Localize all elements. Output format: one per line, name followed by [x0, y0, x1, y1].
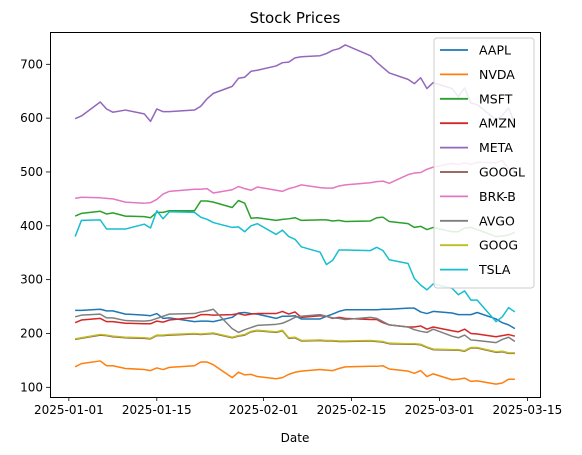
legend-label: NVDA — [479, 67, 515, 82]
series-line-goog — [75, 329, 515, 354]
x-tick-label: 2025-01-15 — [122, 403, 192, 417]
legend-box — [433, 37, 535, 289]
legend-label: GOOGL — [479, 165, 525, 180]
y-tick-label: 200 — [20, 326, 43, 340]
x-tick-label: 2025-02-15 — [317, 403, 387, 417]
y-axis: 100 200 300 400 500 600 700 — [20, 57, 50, 394]
legend-label: BRK-B — [479, 189, 516, 204]
x-tick-label: 2025-03-15 — [493, 403, 563, 417]
series-line-amzn — [74, 310, 516, 338]
y-tick-label: 300 — [20, 273, 43, 287]
x-tick-label: 2025-01-01 — [34, 403, 104, 417]
legend-label: TSLA — [478, 262, 511, 277]
x-tick-label: 2025-02-01 — [229, 403, 299, 417]
y-tick-label: 500 — [20, 165, 43, 179]
y-tick-label: 400 — [20, 219, 43, 233]
series-line-nvda — [74, 360, 515, 385]
series-line-avgo — [74, 308, 516, 344]
y-tick-label: 600 — [20, 111, 43, 125]
legend-label: AAPL — [479, 43, 511, 58]
y-tick-label: 100 — [20, 380, 43, 394]
x-axis-label: Date — [281, 431, 310, 445]
legend-label: META — [479, 140, 513, 155]
legend-label: GOOG — [479, 238, 518, 253]
x-tick-label: 2025-03-01 — [405, 403, 475, 417]
x-axis: 2025-01-01 2025-01-15 2025-02-01 2025-02-15… — [34, 397, 562, 417]
plot-area-frame — [50, 32, 541, 398]
legend-label: MSFT — [479, 91, 513, 106]
legend-label: AVGO — [479, 213, 515, 228]
legend: AAPL NVDA MSFT AMZN META GOOGL BRK-B AVGO GOOG TS… — [433, 37, 535, 289]
series-line-tsla — [74, 209, 516, 323]
y-tick-label: 700 — [20, 57, 43, 71]
legend-label: AMZN — [479, 116, 516, 131]
chart-title: Stock Prices — [250, 9, 341, 27]
